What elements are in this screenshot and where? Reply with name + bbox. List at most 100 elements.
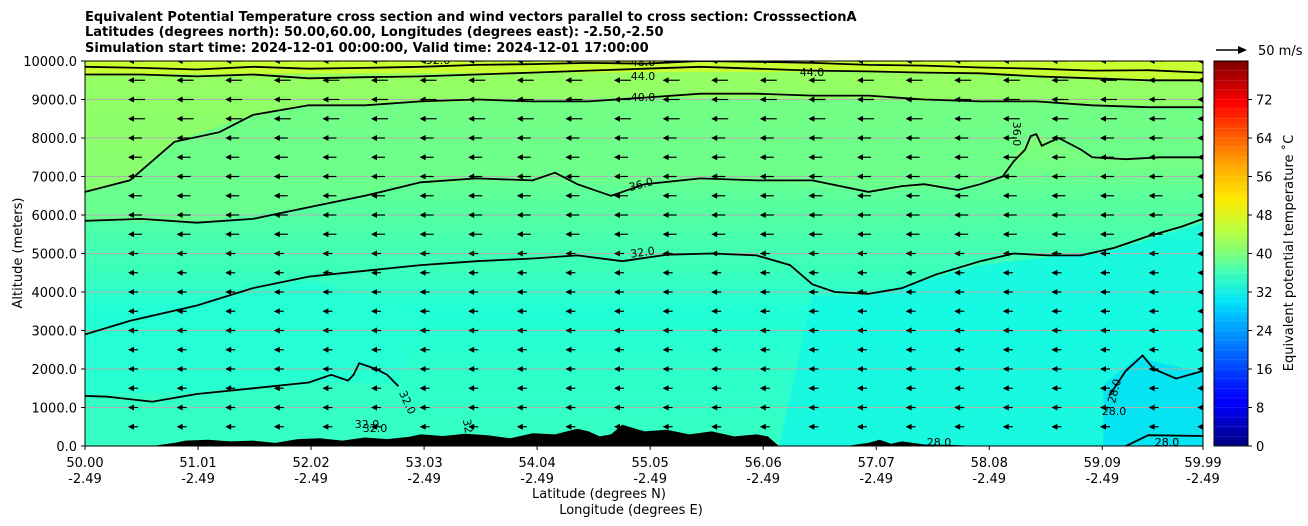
wind-arrow <box>128 346 138 353</box>
wind-arrow <box>516 269 527 276</box>
wind-arrow <box>808 269 819 276</box>
wind-arrow <box>516 212 531 218</box>
wind-arrow <box>128 269 138 276</box>
wind-arrow <box>371 366 381 372</box>
wind-arrow <box>759 96 777 103</box>
wind-arrow <box>516 96 534 103</box>
wind-arrow <box>468 77 486 84</box>
wind-arrow <box>808 289 819 295</box>
wind-arrow <box>273 192 288 199</box>
wind-arrow <box>1148 96 1166 103</box>
wind-arrow <box>1051 308 1062 315</box>
wind-arrow <box>1002 96 1020 103</box>
wind-arrow <box>1100 269 1110 276</box>
wind-arrow <box>419 269 430 276</box>
wind-arrow <box>176 115 194 122</box>
wind-arrow <box>1100 154 1114 161</box>
wind-arrow <box>662 173 677 180</box>
wind-arrow <box>614 366 624 372</box>
wind-arrow <box>905 269 916 276</box>
wind-arrow <box>905 135 920 141</box>
x-axis-label-latitude: Latitude (degrees N) <box>532 487 666 502</box>
wind-arrow <box>225 385 236 392</box>
wind-arrow <box>614 77 631 84</box>
wind-arrow <box>614 289 624 295</box>
wind-arrow <box>808 385 819 392</box>
y-tick-label: 10000.0 <box>23 55 77 70</box>
wind-arrow <box>225 212 240 218</box>
wind-arrow <box>322 250 333 257</box>
quiver-key: 50 m/s <box>1216 44 1303 59</box>
wind-arrow <box>1148 308 1159 315</box>
wind-arrow <box>1148 61 1166 64</box>
wind-arrow <box>371 327 381 334</box>
chart-title-line-2: Latitudes (degrees north): 50.00,60.00, … <box>85 25 664 40</box>
wind-arrow <box>1100 308 1110 315</box>
wind-arrow <box>954 192 969 199</box>
wind-arrow <box>808 96 826 103</box>
wind-arrow <box>322 154 337 161</box>
wind-arrow <box>1197 404 1203 411</box>
wind-arrow <box>128 366 138 372</box>
wind-arrow <box>1197 231 1203 238</box>
wind-arrow <box>1197 135 1203 141</box>
wind-arrow <box>905 308 916 315</box>
wind-arrow <box>1051 404 1062 411</box>
wind-arrow <box>808 135 823 141</box>
colorbar-tick-label: 24 <box>1256 325 1273 340</box>
wind-arrow <box>176 61 194 64</box>
contour-label: 28.0 <box>1105 378 1124 405</box>
wind-arrow <box>711 346 722 353</box>
x-tick-label-lat: 56.06 <box>745 456 782 471</box>
contour-label: 36.0 <box>1010 122 1023 147</box>
wind-arrow <box>808 231 823 238</box>
wind-arrow <box>273 404 284 411</box>
wind-arrow <box>565 231 580 238</box>
wind-arrow <box>1002 135 1017 141</box>
contour-label: 52.0 <box>426 54 451 67</box>
wind-arrow <box>565 289 576 295</box>
wind-arrow <box>857 173 871 180</box>
wind-arrow <box>565 61 583 64</box>
wind-arrow <box>128 404 138 411</box>
y-tick-label: 1000.0 <box>32 402 78 417</box>
wind-arrow <box>1148 173 1163 180</box>
wind-arrow <box>759 77 777 84</box>
wind-arrow <box>128 385 138 392</box>
wind-arrow <box>857 231 871 238</box>
contour-32.0 <box>85 218 1203 336</box>
wind-arrow <box>1002 61 1020 64</box>
wind-arrow <box>954 77 972 84</box>
wind-arrow <box>1051 135 1066 141</box>
wind-arrow <box>273 327 284 334</box>
wind-arrow <box>1002 231 1017 238</box>
wind-arrow <box>1148 346 1159 353</box>
wind-arrow <box>225 96 243 103</box>
wind-arrow <box>759 115 777 122</box>
wind-arrow <box>565 423 576 430</box>
wind-arrow <box>322 327 333 334</box>
wind-arrow <box>273 115 291 122</box>
x-tick-label-lat: 52.02 <box>292 456 329 471</box>
wind-arrow <box>176 212 191 218</box>
wind-arrow <box>371 346 381 353</box>
wind-arrow <box>128 250 138 257</box>
x-tick-label-lon: -2.49 <box>859 472 893 487</box>
wind-arrow <box>711 269 722 276</box>
wind-arrow <box>273 366 284 372</box>
wind-arrow <box>1002 366 1013 372</box>
wind-arrow <box>322 231 337 238</box>
wind-arrow <box>419 231 434 238</box>
wind-arrow <box>128 423 138 430</box>
wind-arrow <box>954 385 965 392</box>
y-tick-label: 3000.0 <box>32 325 78 340</box>
wind-arrow <box>1148 212 1163 218</box>
wind-arrow <box>322 385 333 392</box>
y-tick-label: 4000.0 <box>32 286 78 301</box>
wind-arrow <box>1100 346 1110 353</box>
wind-arrow <box>954 96 972 103</box>
wind-arrow <box>322 346 333 353</box>
wind-arrow <box>1197 212 1203 218</box>
wind-arrow <box>419 154 434 161</box>
x-tick-label-lat: 58.08 <box>971 456 1008 471</box>
